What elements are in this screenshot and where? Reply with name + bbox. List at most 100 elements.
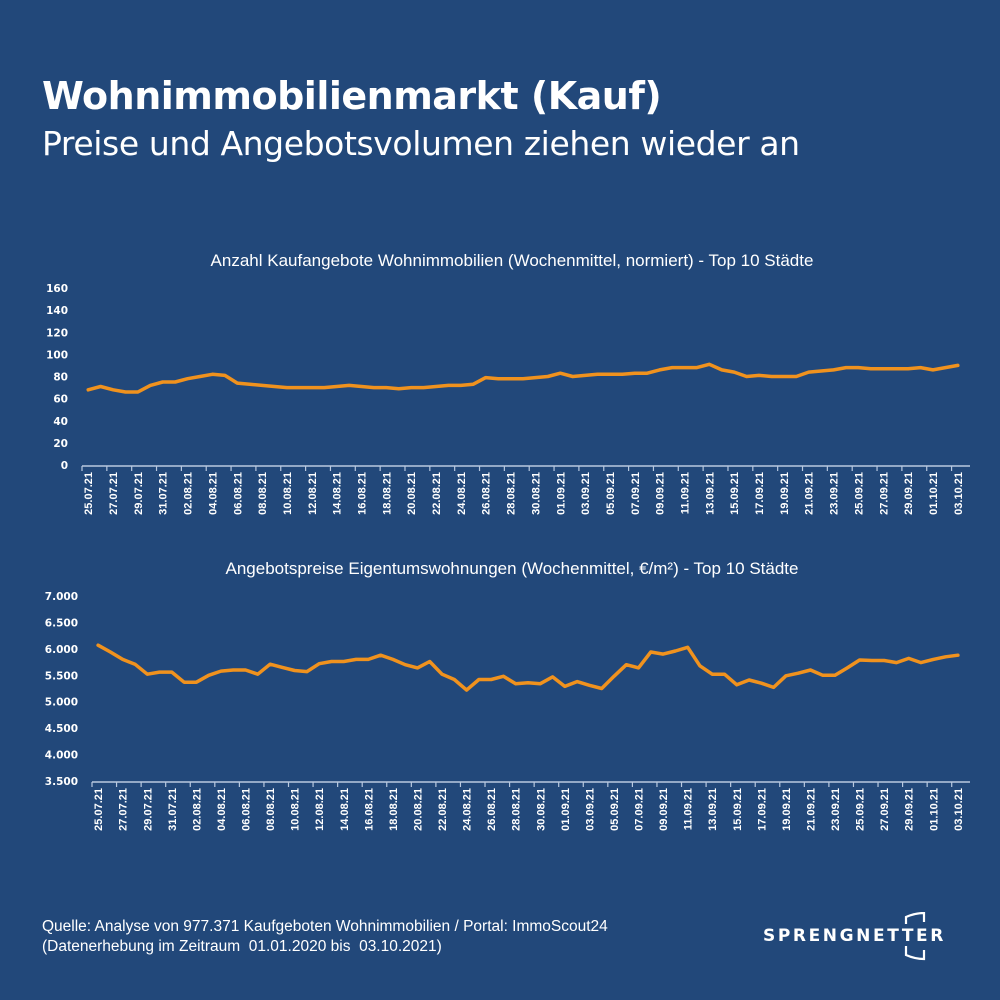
- x-tick-label: 29.07.21: [133, 472, 145, 515]
- y-axis-ticks: 0 20 40 60 80 100 120 140 160: [46, 283, 68, 472]
- x-tick-label: 12.08.21: [314, 788, 326, 831]
- y-tick-label: 6.500: [45, 617, 78, 629]
- series-line-prices: [96, 643, 960, 692]
- x-tick-label: 27.09.21: [878, 472, 890, 515]
- x-tick-label: 15.09.21: [729, 472, 741, 515]
- x-tick-label: 19.09.21: [779, 472, 791, 515]
- y-tick-label: 5.000: [45, 697, 78, 709]
- y-tick-label: 0: [61, 460, 68, 472]
- source-footer: Quelle: Analyse von 977.371 Kaufgeboten …: [42, 917, 608, 957]
- y-tick-label: 60: [53, 394, 68, 406]
- y-tick-label: 3.500: [45, 776, 78, 788]
- x-tick-label: 13.09.21: [707, 788, 719, 831]
- x-tick-label: 18.08.21: [381, 472, 393, 515]
- y-tick-label: 120: [46, 327, 68, 339]
- x-tick-label: 31.07.21: [158, 472, 170, 515]
- x-tick-label: 24.08.21: [462, 788, 474, 831]
- x-tick-label: 10.08.21: [290, 788, 302, 831]
- x-tick-label: 25.09.21: [855, 788, 867, 831]
- y-axis-ticks: 3.500 4.000 4.500 5.000 5.500 6.000 6.500 7.000: [45, 591, 78, 788]
- sprengnetter-logo: SPRENGNETTER: [763, 912, 953, 962]
- x-tick-label: 08.08.21: [257, 472, 269, 515]
- x-axis-ticks: 25.07.21 27.07.21 29.07.21 31.07.21 02.08.21…: [91, 782, 965, 831]
- x-tick-label: 18.08.21: [388, 788, 400, 831]
- x-tick-label: 14.08.21: [332, 472, 344, 515]
- x-tick-label: 05.09.21: [605, 472, 617, 515]
- x-tick-label: 01.10.21: [928, 788, 940, 831]
- x-tick-label: 20.08.21: [406, 472, 418, 515]
- x-tick-label: 01.10.21: [928, 472, 940, 515]
- x-tick-label: 09.09.21: [655, 472, 667, 515]
- x-tick-label: 14.08.21: [339, 788, 351, 831]
- x-tick-label: 25.07.21: [93, 788, 105, 831]
- y-tick-label: 20: [53, 438, 68, 450]
- x-tick-label: 03.09.21: [584, 788, 596, 831]
- chart-title: Angebotspreise Eigentumswohnungen (Woche…: [226, 559, 799, 578]
- chart-prices: Angebotspreise Eigentumswohnungen (Woche…: [45, 559, 970, 831]
- x-tick-label: 26.08.21: [481, 472, 493, 515]
- x-tick-label: 02.08.21: [183, 472, 195, 515]
- x-tick-label: 29.09.21: [903, 472, 915, 515]
- x-tick-label: 02.08.21: [191, 788, 203, 831]
- x-tick-label: 05.09.21: [609, 788, 621, 831]
- x-tick-label: 17.09.21: [754, 472, 766, 515]
- x-tick-label: 21.09.21: [805, 788, 817, 831]
- x-tick-label: 04.08.21: [216, 788, 228, 831]
- logo-text: SPRENGNETTER: [763, 926, 946, 946]
- series-line-listings: [86, 362, 960, 394]
- x-tick-label: 16.08.21: [363, 788, 375, 831]
- x-tick-label: 13.09.21: [704, 472, 716, 515]
- x-tick-label: 31.07.21: [167, 788, 179, 831]
- x-tick-label: 29.09.21: [904, 788, 916, 831]
- x-tick-label: 22.08.21: [431, 472, 443, 515]
- x-tick-label: 23.09.21: [830, 788, 842, 831]
- x-tick-label: 06.08.21: [232, 472, 244, 515]
- x-tick-label: 07.09.21: [634, 788, 646, 831]
- y-tick-label: 6.000: [45, 644, 78, 656]
- x-tick-label: 09.09.21: [658, 788, 670, 831]
- x-tick-label: 28.08.21: [506, 472, 518, 515]
- x-tick-label: 16.08.21: [357, 472, 369, 515]
- x-tick-label: 06.08.21: [241, 788, 253, 831]
- x-tick-label: 08.08.21: [265, 788, 277, 831]
- x-tick-label: 03.10.21: [953, 788, 965, 831]
- x-tick-label: 12.08.21: [307, 472, 319, 515]
- y-tick-label: 7.000: [45, 591, 78, 603]
- x-axis-ticks: 25.07.21 27.07.21 29.07.21 31.07.21 02.08.21…: [81, 466, 965, 515]
- x-tick-label: 30.08.21: [535, 788, 547, 831]
- x-tick-label: 21.09.21: [804, 472, 816, 515]
- x-tick-label: 10.08.21: [282, 472, 294, 515]
- x-tick-label: 27.09.21: [879, 788, 891, 831]
- period-line: (Datenerhebung im Zeitraum 01.01.2020 bi…: [42, 938, 442, 955]
- x-tick-label: 15.09.21: [732, 788, 744, 831]
- x-tick-label: 30.08.21: [530, 472, 542, 515]
- x-tick-label: 20.08.21: [412, 788, 424, 831]
- y-tick-label: 100: [46, 349, 68, 361]
- page-subtitle: Preise und Angebotsvolumen ziehen wieder…: [42, 124, 800, 163]
- x-tick-label: 04.08.21: [207, 472, 219, 515]
- x-tick-label: 17.09.21: [756, 788, 768, 831]
- y-tick-label: 40: [53, 416, 68, 428]
- x-tick-label: 03.10.21: [953, 472, 965, 515]
- x-tick-label: 11.09.21: [683, 788, 695, 830]
- y-tick-label: 140: [46, 305, 68, 317]
- y-tick-label: 4.500: [45, 723, 78, 735]
- x-tick-label: 27.07.21: [108, 472, 120, 515]
- y-tick-label: 5.500: [45, 670, 78, 682]
- charts-canvas: Anzahl Kaufangebote Wohnimmobilien (Woch…: [45, 251, 970, 831]
- x-tick-label: 03.09.21: [580, 472, 592, 515]
- x-tick-label: 11.09.21: [679, 472, 691, 514]
- x-tick-label: 25.07.21: [83, 472, 95, 515]
- chart-title: Anzahl Kaufangebote Wohnimmobilien (Woch…: [211, 251, 814, 270]
- x-tick-label: 24.08.21: [456, 472, 468, 515]
- x-tick-label: 19.09.21: [781, 788, 793, 831]
- x-tick-label: 01.09.21: [555, 472, 567, 515]
- x-tick-label: 23.09.21: [829, 472, 841, 515]
- x-tick-label: 01.09.21: [560, 788, 572, 831]
- x-tick-label: 22.08.21: [437, 788, 449, 831]
- x-tick-label: 07.09.21: [630, 472, 642, 515]
- x-tick-label: 27.07.21: [118, 788, 130, 831]
- y-tick-label: 160: [46, 283, 68, 295]
- y-tick-label: 80: [53, 372, 68, 384]
- page-title: Wohnimmobilienmarkt (Kauf): [42, 74, 662, 118]
